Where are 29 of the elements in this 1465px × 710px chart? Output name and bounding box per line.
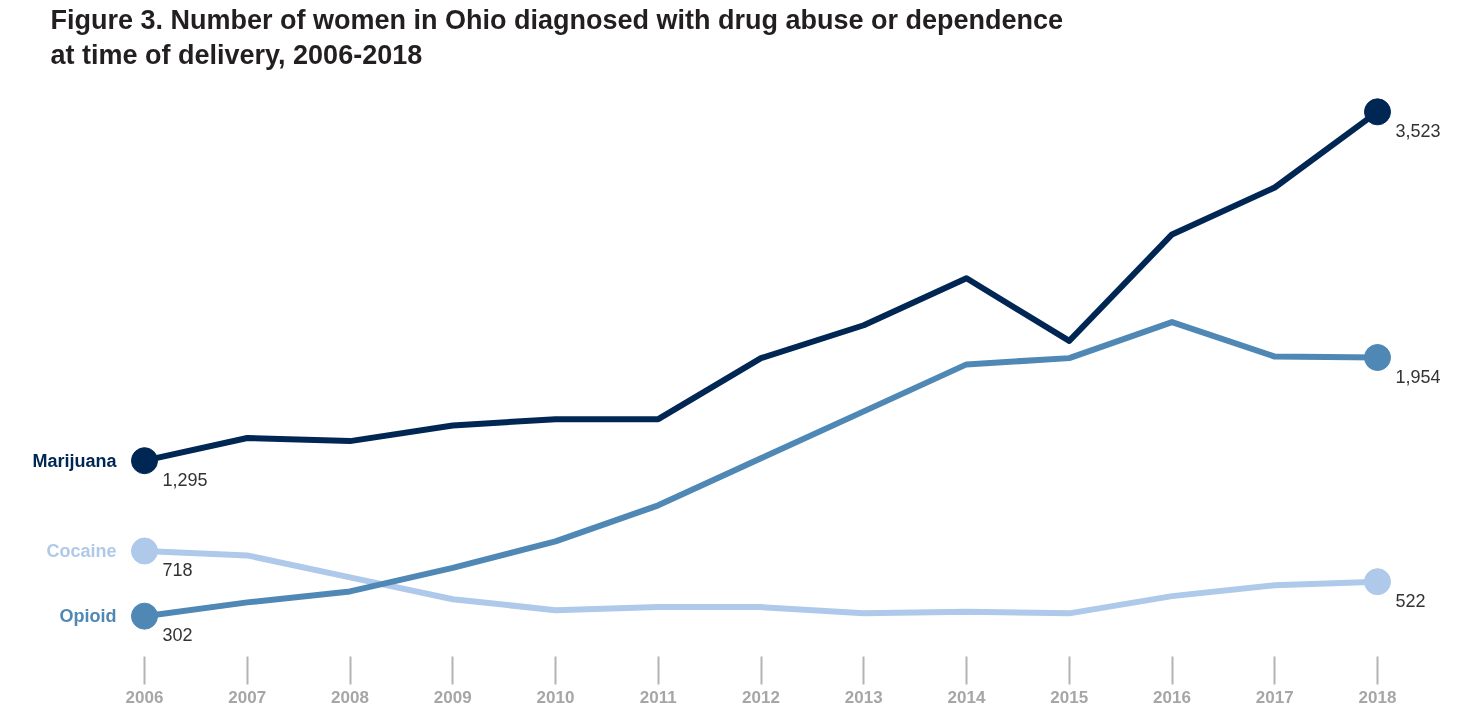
x-tick-label: 2008 bbox=[331, 687, 369, 707]
series-label: Cocaine bbox=[46, 541, 117, 562]
x-tick-label: 2013 bbox=[844, 687, 883, 707]
chart-title: Figure 3. Number of women in Ohio diagnosed with drug abuse or dependence at time of delivery, 2006-2018 bbox=[50, 5, 1064, 70]
x-tick-label: 2014 bbox=[947, 687, 986, 707]
point bbox=[131, 602, 158, 630]
x-tick-label: 2018 bbox=[1358, 687, 1397, 707]
x-tick-label: 2017 bbox=[1255, 687, 1294, 707]
x-tick-label: 2007 bbox=[228, 687, 267, 707]
data-label: 302 bbox=[162, 625, 193, 646]
x-tick-label: 2012 bbox=[742, 687, 780, 707]
data-label: 718 bbox=[162, 560, 193, 581]
point bbox=[1364, 568, 1391, 596]
point bbox=[1364, 344, 1391, 371]
x-tick-label: 2011 bbox=[639, 687, 677, 707]
data-label: 522 bbox=[1395, 590, 1426, 611]
x-tick-label: 2010 bbox=[536, 687, 575, 707]
x-tick-label: 2016 bbox=[1153, 687, 1191, 707]
series-label: Opioid bbox=[59, 606, 117, 627]
data-label: 1,295 bbox=[162, 469, 208, 490]
data-label: 1,954 bbox=[1395, 366, 1441, 387]
data-label: 3,523 bbox=[1395, 120, 1441, 141]
x-tick-label: 2009 bbox=[433, 687, 472, 707]
x-tick-label: 2006 bbox=[125, 687, 164, 707]
point bbox=[131, 447, 158, 475]
x-tick-label: 2015 bbox=[1050, 687, 1089, 707]
point bbox=[1364, 98, 1391, 126]
series-label: Marijuana bbox=[32, 450, 118, 471]
point bbox=[131, 537, 158, 565]
